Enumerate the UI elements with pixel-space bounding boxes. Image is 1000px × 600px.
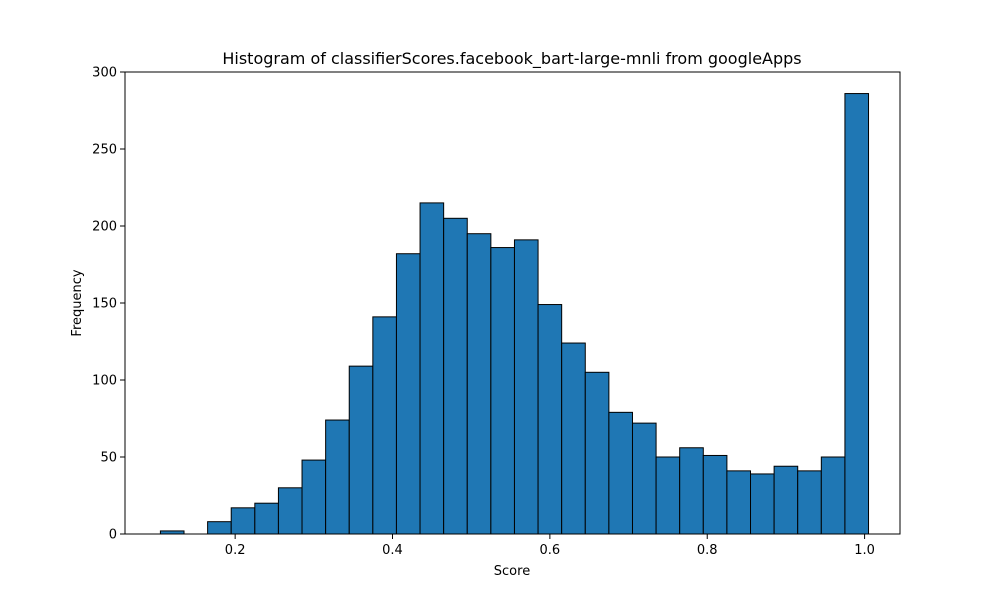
histogram-bar (537, 304, 563, 535)
y-tick-label: 50 (100, 451, 117, 466)
histogram-bar (301, 459, 327, 535)
histogram-bar (207, 521, 232, 535)
histogram-bar (348, 365, 374, 535)
y-tick-label: 150 (92, 297, 117, 312)
histogram-bar (820, 456, 846, 535)
histogram-bar (750, 473, 775, 535)
histogram-bar (608, 411, 633, 535)
x-tick-label: 0.6 (540, 543, 561, 558)
chart-title: Histogram of classifierScores.facebook_b… (222, 49, 801, 69)
histogram-bar (466, 233, 492, 535)
x-tick-label: 1.0 (854, 543, 875, 558)
bars-group (159, 93, 870, 535)
x-tick-label: 0.2 (225, 543, 246, 558)
histogram-bar (230, 507, 256, 535)
histogram-bar (679, 447, 704, 535)
histogram-bar (395, 253, 421, 535)
x-axis: 0.2 0.4 0.6 0.8 1.0 (225, 534, 875, 558)
histogram-bar (844, 93, 870, 535)
histogram-bar (702, 454, 728, 535)
histogram-bar (254, 502, 279, 535)
histogram-bar (726, 470, 752, 535)
histogram-bar (325, 419, 350, 535)
y-tick-label: 0 (109, 528, 117, 543)
histogram-bar (797, 470, 822, 535)
histogram-bar (513, 239, 539, 535)
x-tick-label: 0.8 (697, 543, 718, 558)
y-tick-label: 250 (92, 143, 117, 158)
y-tick-label: 200 (92, 220, 117, 235)
y-tick-label: 300 (92, 66, 117, 81)
y-tick-label: 100 (92, 374, 117, 389)
histogram-bar (443, 217, 468, 535)
y-axis: 0 50 100 150 200 250 300 (92, 66, 125, 543)
histogram-bar (773, 465, 799, 535)
histogram-bar (277, 487, 303, 535)
histogram-bar (490, 247, 515, 535)
histogram-bar (372, 316, 397, 535)
histogram-bar (419, 202, 445, 535)
y-axis-label: Frequency (70, 269, 85, 336)
histogram-bar (655, 456, 681, 535)
histogram-bar (631, 422, 657, 535)
histogram-bar (584, 371, 610, 535)
histogram-bar (561, 342, 586, 535)
x-axis-label: Score (494, 564, 530, 579)
x-tick-label: 0.4 (382, 543, 403, 558)
